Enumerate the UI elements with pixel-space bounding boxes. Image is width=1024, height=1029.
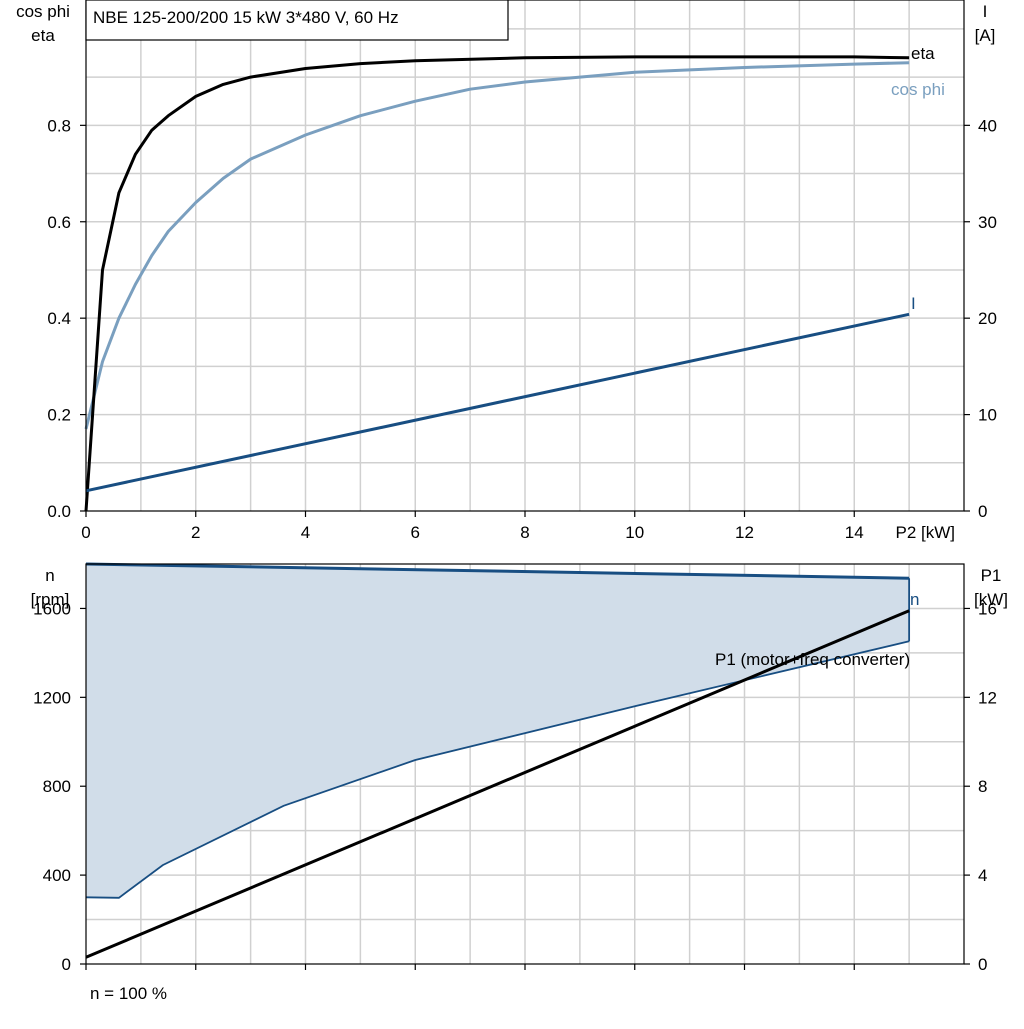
top-left-axis-label-eta: eta [31,26,55,45]
cosphi-curve [84,61,910,430]
bottom-right-y-tick-label: 12 [978,688,997,707]
current-curve [85,312,910,493]
speed-range-area [86,564,910,898]
bottom-right-axis-label-p1: P1 [981,566,1002,585]
bottom-left-y-tick-label: 1200 [33,688,71,707]
top-right-y-tick-label: 0 [978,502,987,521]
bottom-right-y-tick-label: 16 [978,599,997,618]
top-x-tick-label: 4 [301,523,310,542]
speed-curve [85,562,910,580]
top-x-tick-label: 12 [735,523,754,542]
top-right-axis-label-unit: [A] [975,26,996,45]
bottom-left-y-tick-label: 0 [62,955,71,974]
bottom-left-y-tick-label: 1600 [33,599,71,618]
bottom-right-axis-label-unit: [kW] [974,590,1008,609]
top-x-tick-label: 6 [411,523,420,542]
current-series-label: I [911,294,916,313]
top-left-y-tick-label: 0.2 [47,406,71,425]
top-title-box [85,0,509,41]
top-left-axis-label-cosphi: cos phi [16,2,70,21]
top-x-axis-label: P2 [kW] [895,523,955,542]
speed-series-label: n [910,590,919,609]
top-x-tick-label: 10 [625,523,644,542]
bottom-left-axis-label-n: n [45,566,54,585]
top-right-y-tick-label: 40 [978,116,997,135]
top-left-y-tick-label: 0.8 [47,116,71,135]
speed-min-curve [85,640,910,899]
top-right-y-tick-label: 20 [978,309,997,328]
top-chart-title: NBE 125-200/200 15 kW 3*480 V, 60 Hz [93,8,399,27]
top-x-tick-label: 8 [520,523,529,542]
bottom-right-y-tick-label: 4 [978,866,987,885]
top-right-axis-label-i: I [983,2,988,21]
top-x-tick-label: 14 [845,523,864,542]
bottom-right-y-tick-label: 0 [978,955,987,974]
speed-footnote: n = 100 % [90,984,167,1003]
eta-series-label: eta [911,44,935,63]
top-x-tick-label: 0 [81,523,90,542]
top-left-y-tick-label: 0.4 [47,309,71,328]
top-left-y-tick-label: 0.0 [47,502,71,521]
bottom-left-y-tick-label: 800 [43,777,71,796]
top-x-tick-label: 2 [191,523,200,542]
top-left-y-tick-label: 0.6 [47,213,71,232]
cosphi-series-label: cos phi [891,80,945,99]
top-right-y-tick-label: 10 [978,406,997,425]
eta-curve [84,55,910,512]
bottom-left-axis-label-unit: [rpm] [31,590,70,609]
bottom-right-y-tick-label: 8 [978,777,987,796]
p1-series-label: P1 (motor+freq converter) [715,650,910,669]
p1-curve [85,609,910,959]
bottom-left-y-tick-label: 400 [43,866,71,885]
top-right-y-tick-label: 30 [978,213,997,232]
